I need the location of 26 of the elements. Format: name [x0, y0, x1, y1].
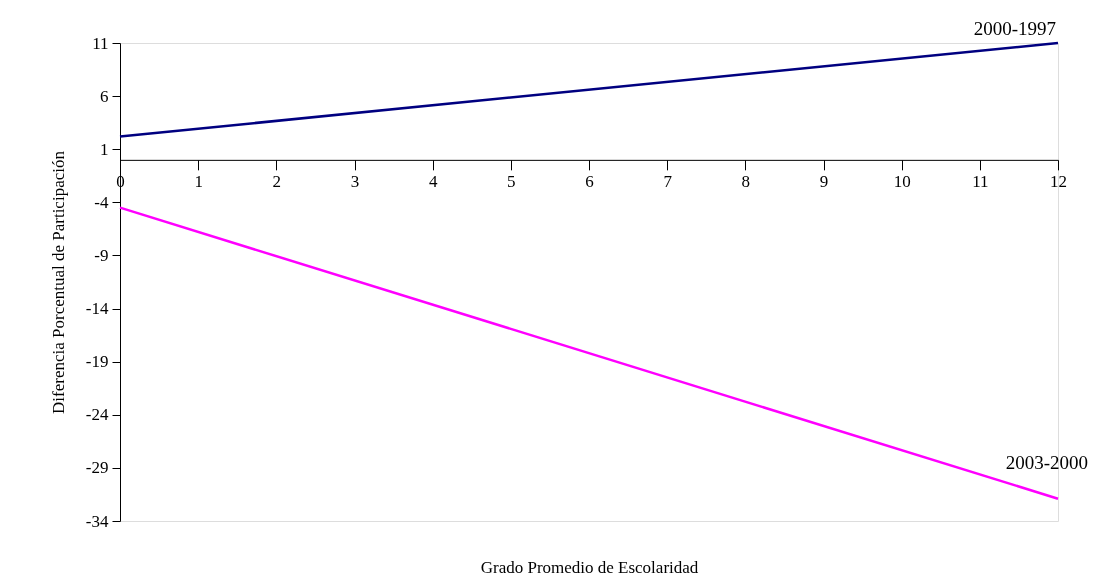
y-tick-label: 1: [100, 139, 109, 159]
y-tick-label: 11: [92, 33, 109, 53]
x-tick-label: 10: [893, 172, 911, 192]
x-tick-label: 7: [663, 172, 673, 192]
x-tick-label: 9: [819, 172, 829, 192]
y-tick-label: 6: [100, 86, 109, 106]
x-tick-label: 8: [741, 172, 751, 192]
x-tick-label: 6: [585, 172, 594, 192]
x-tick-label: 5: [507, 172, 516, 192]
y-tick-label: -24: [85, 405, 109, 425]
y-tick-label: -29: [85, 458, 109, 478]
y-tick-label: -14: [85, 299, 109, 319]
y-tick-label: -19: [85, 352, 109, 372]
x-tick-label: 1: [194, 172, 203, 192]
x-tick-label: 3: [350, 172, 360, 192]
series-label: 2000-1997: [973, 18, 1056, 39]
x-tick-label: 11: [972, 172, 989, 192]
y-tick-label: -4: [94, 192, 109, 212]
x-tick-label: 4: [428, 172, 438, 192]
x-tick-label: 2: [272, 172, 282, 192]
y-axis-title: Diferencia Porcentual de Participación: [48, 150, 68, 414]
x-axis-title: Grado Promedio de Escolaridad: [480, 557, 699, 576]
y-tick-label: -9: [94, 245, 109, 265]
y-tick-label: -34: [85, 511, 109, 531]
x-tick-label: 12: [1050, 172, 1067, 192]
series-label: 2003-2000: [1005, 451, 1088, 473]
